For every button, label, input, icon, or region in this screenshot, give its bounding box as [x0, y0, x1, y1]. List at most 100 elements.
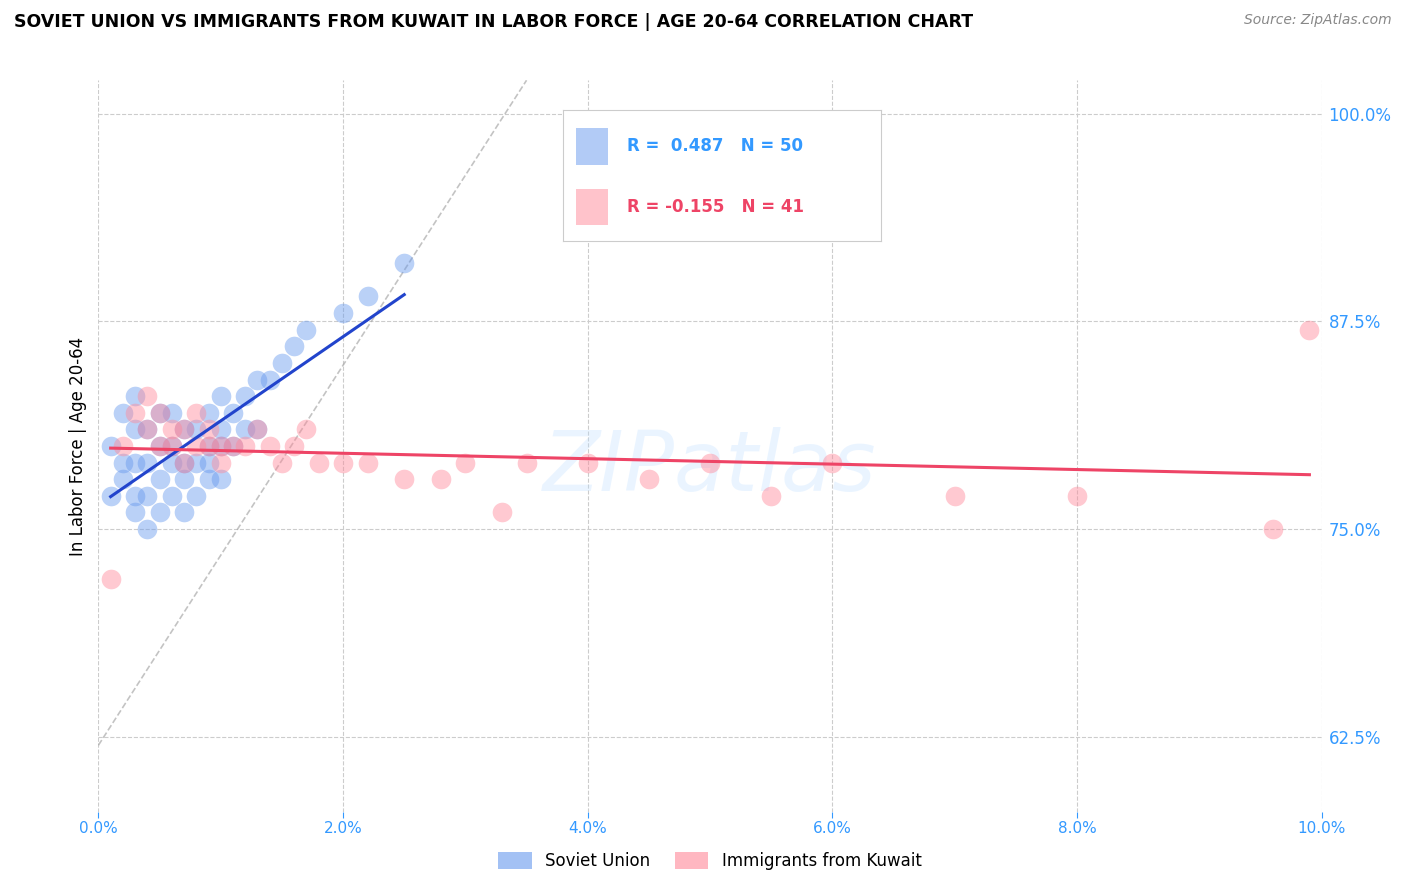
- Point: [699, 456, 721, 470]
- Point: [356, 456, 378, 470]
- Point: [124, 506, 146, 520]
- Point: [516, 456, 538, 470]
- Point: [332, 306, 354, 320]
- Point: [173, 422, 195, 436]
- Point: [356, 289, 378, 303]
- Point: [209, 389, 232, 403]
- Legend: Soviet Union, Immigrants from Kuwait: Soviet Union, Immigrants from Kuwait: [492, 845, 928, 877]
- Point: [246, 422, 269, 436]
- Point: [759, 489, 782, 503]
- Point: [149, 439, 172, 453]
- Point: [124, 489, 146, 503]
- Point: [136, 389, 159, 403]
- Point: [160, 439, 183, 453]
- Point: [186, 456, 208, 470]
- Point: [209, 422, 232, 436]
- Point: [111, 472, 134, 486]
- Point: [136, 489, 159, 503]
- Point: [197, 439, 219, 453]
- Point: [111, 406, 134, 420]
- Point: [283, 439, 305, 453]
- Point: [233, 439, 256, 453]
- Point: [173, 422, 195, 436]
- Point: [1261, 522, 1284, 536]
- Point: [100, 489, 122, 503]
- Point: [111, 456, 134, 470]
- Point: [160, 422, 183, 436]
- Point: [259, 372, 281, 386]
- Point: [149, 406, 172, 420]
- Point: [392, 256, 416, 270]
- Point: [186, 406, 208, 420]
- Point: [637, 472, 661, 486]
- Point: [308, 456, 330, 470]
- Point: [332, 456, 354, 470]
- Point: [149, 406, 172, 420]
- Point: [233, 389, 256, 403]
- Point: [197, 439, 219, 453]
- Point: [124, 406, 146, 420]
- Point: [186, 439, 208, 453]
- Point: [209, 456, 232, 470]
- Point: [209, 472, 232, 486]
- Point: [100, 439, 122, 453]
- Point: [136, 522, 159, 536]
- Bar: [576, 128, 607, 165]
- Point: [173, 506, 195, 520]
- Point: [430, 472, 453, 486]
- Point: [270, 356, 292, 370]
- Point: [160, 456, 183, 470]
- Point: [576, 456, 599, 470]
- Point: [246, 372, 269, 386]
- Point: [136, 422, 159, 436]
- Point: [1298, 323, 1320, 337]
- Point: [209, 439, 232, 453]
- Point: [124, 389, 146, 403]
- Point: [160, 439, 183, 453]
- Point: [124, 456, 146, 470]
- Point: [197, 472, 219, 486]
- Text: SOVIET UNION VS IMMIGRANTS FROM KUWAIT IN LABOR FORCE | AGE 20-64 CORRELATION CH: SOVIET UNION VS IMMIGRANTS FROM KUWAIT I…: [14, 13, 973, 31]
- Y-axis label: In Labor Force | Age 20-64: In Labor Force | Age 20-64: [69, 336, 87, 556]
- Point: [186, 422, 208, 436]
- Point: [197, 456, 219, 470]
- Point: [1066, 489, 1088, 503]
- Point: [246, 422, 269, 436]
- Point: [270, 456, 292, 470]
- Point: [173, 472, 195, 486]
- Point: [821, 456, 844, 470]
- Point: [124, 422, 146, 436]
- Text: R =  0.487   N = 50: R = 0.487 N = 50: [627, 137, 803, 155]
- Point: [295, 422, 318, 436]
- Point: [197, 422, 219, 436]
- Point: [392, 472, 416, 486]
- Point: [454, 456, 477, 470]
- Point: [197, 406, 219, 420]
- Point: [233, 422, 256, 436]
- Point: [491, 506, 513, 520]
- Point: [149, 439, 172, 453]
- Point: [259, 439, 281, 453]
- Point: [160, 489, 183, 503]
- Point: [136, 456, 159, 470]
- Point: [111, 439, 134, 453]
- Point: [100, 572, 122, 586]
- Point: [173, 456, 195, 470]
- Point: [136, 422, 159, 436]
- Point: [160, 406, 183, 420]
- Point: [149, 472, 172, 486]
- Text: ZIPatlas: ZIPatlas: [543, 427, 877, 508]
- Point: [149, 506, 172, 520]
- Point: [186, 489, 208, 503]
- Point: [222, 439, 245, 453]
- Point: [209, 439, 232, 453]
- Text: Source: ZipAtlas.com: Source: ZipAtlas.com: [1244, 13, 1392, 28]
- Text: R = -0.155   N = 41: R = -0.155 N = 41: [627, 198, 804, 216]
- Point: [222, 406, 245, 420]
- Point: [222, 439, 245, 453]
- Point: [295, 323, 318, 337]
- Point: [173, 456, 195, 470]
- Bar: [576, 188, 607, 226]
- Point: [943, 489, 966, 503]
- Point: [283, 339, 305, 353]
